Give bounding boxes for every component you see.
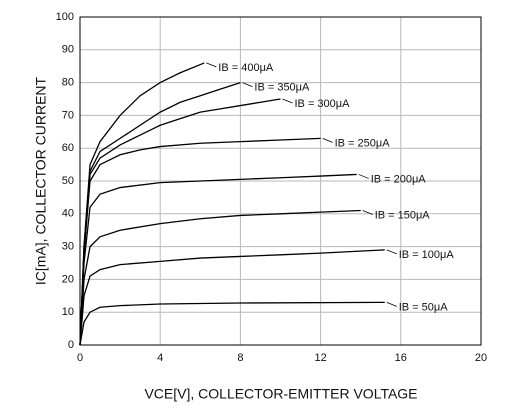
- label-leader: [242, 82, 253, 87]
- series-label: IB = 400μA: [218, 62, 274, 74]
- y-tick-label: 50: [62, 175, 74, 187]
- x-tick-label: 0: [77, 352, 83, 364]
- series-line: [79, 137, 321, 346]
- series-label: IB = 200μA: [371, 173, 427, 185]
- label-leader: [386, 301, 397, 307]
- series-line: [79, 209, 361, 346]
- y-tick-label: 0: [68, 339, 74, 351]
- label-leader: [206, 62, 217, 68]
- series-label: IB = 350μA: [254, 82, 310, 94]
- series-label: IB = 300μA: [295, 98, 351, 110]
- y-axis-title: IC[mA], COLLECTOR CURRENT: [33, 76, 49, 285]
- plot-frame: [79, 16, 482, 346]
- series-line: [79, 98, 281, 346]
- series-line: [79, 249, 385, 346]
- y-tick-label: 30: [62, 241, 74, 253]
- label-leader: [362, 210, 373, 215]
- label-leader: [386, 249, 397, 255]
- y-tick-label: 10: [62, 306, 74, 318]
- series-line: [79, 173, 357, 346]
- series-label: IB = 100μA: [399, 249, 455, 261]
- x-tick-label: 16: [395, 352, 407, 364]
- y-tick-label: 90: [62, 44, 74, 56]
- x-tick-label: 8: [237, 352, 243, 364]
- series-label: IB = 250μA: [335, 137, 391, 149]
- label-leader: [282, 98, 293, 104]
- y-tick-label: 60: [62, 142, 74, 154]
- y-tick-label: 70: [62, 109, 74, 121]
- x-tick-label: 4: [157, 352, 163, 364]
- y-tick-label: 80: [62, 77, 74, 89]
- y-tick-label: 40: [62, 208, 74, 220]
- series-label: IB = 150μA: [375, 209, 431, 221]
- series-label: IB = 50μA: [399, 301, 449, 313]
- y-tick-label: 100: [56, 11, 74, 23]
- x-tick-label: 12: [314, 352, 326, 364]
- y-tick-label: 20: [62, 273, 74, 285]
- x-axis-title: VCE[V], COLLECTOR-EMITTER VOLTAGE: [144, 386, 417, 402]
- label-leader: [322, 137, 333, 143]
- series-line: [79, 62, 205, 346]
- series-line: [79, 301, 385, 346]
- x-tick-label: 20: [475, 352, 487, 364]
- label-leader: [358, 174, 369, 179]
